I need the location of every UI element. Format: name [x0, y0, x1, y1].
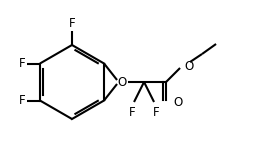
Text: O: O — [117, 76, 127, 88]
Text: F: F — [129, 106, 135, 119]
Text: F: F — [19, 94, 26, 107]
Text: F: F — [69, 17, 75, 30]
Text: F: F — [19, 57, 26, 70]
Text: O: O — [184, 61, 193, 73]
Text: O: O — [173, 96, 182, 109]
Text: F: F — [153, 106, 159, 119]
